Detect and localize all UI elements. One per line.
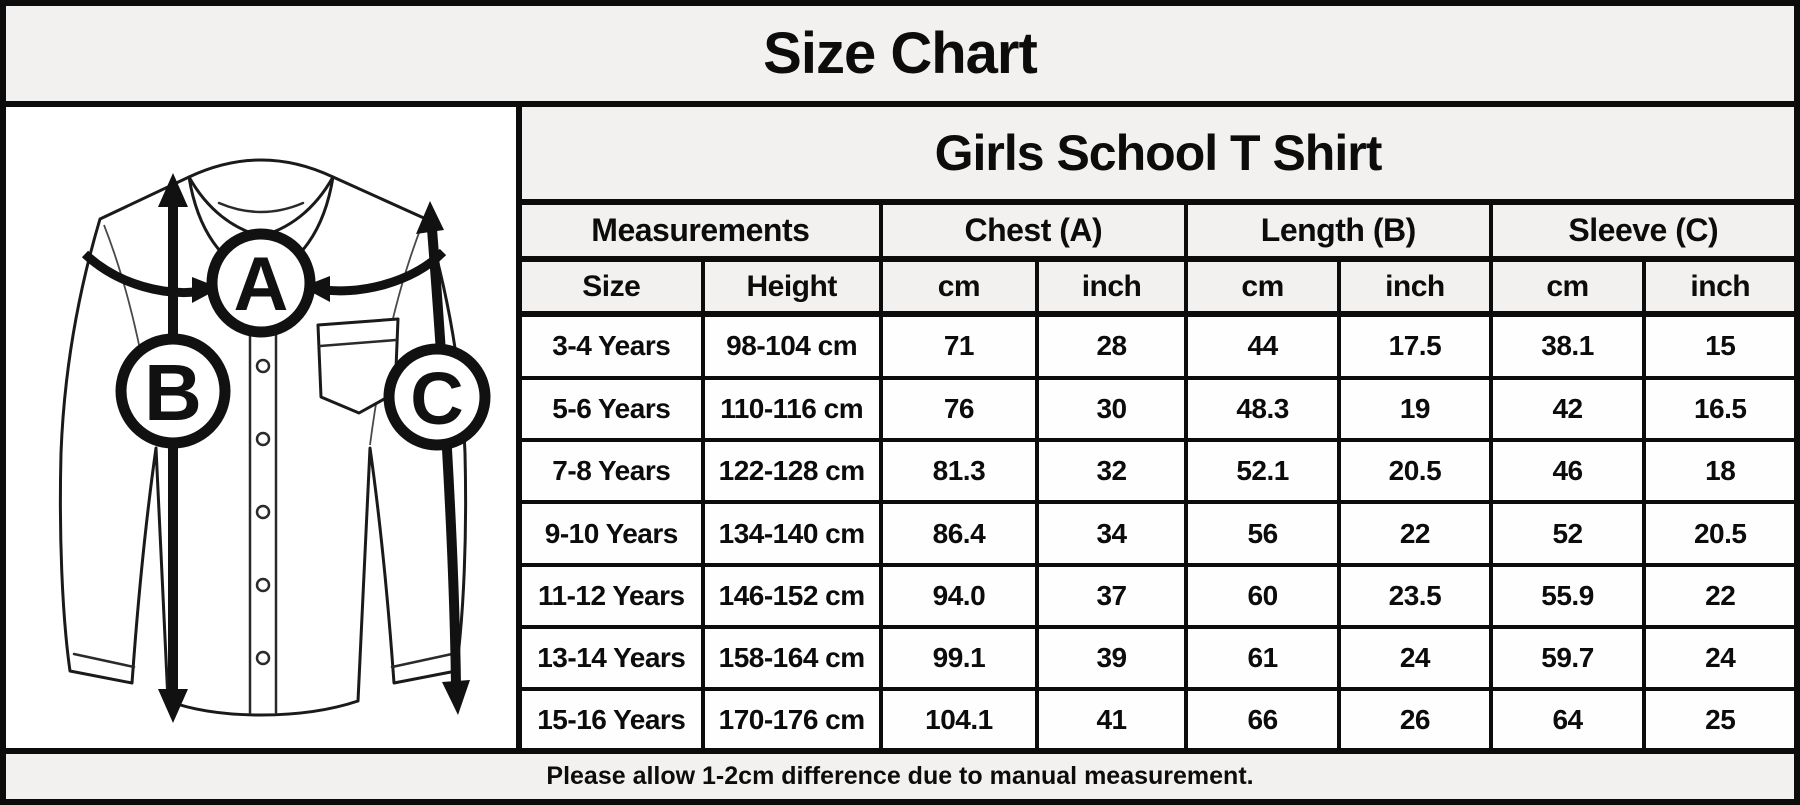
col-header-sleeve-cm: cm xyxy=(1488,257,1647,317)
group-header-chest: Chest (A) xyxy=(878,200,1188,262)
cell-value: 86.4 xyxy=(878,500,1040,567)
cell-value: 24 xyxy=(1642,624,1794,692)
cell-value: 46 xyxy=(1488,438,1647,505)
cell-size: 15-16 Years xyxy=(522,687,705,748)
marker-c-label: C xyxy=(410,357,463,440)
cell-value: 56 xyxy=(1183,500,1342,567)
length-arrow xyxy=(158,173,188,723)
cell-height: 146-152 cm xyxy=(700,562,883,629)
cell-value: 39 xyxy=(1035,624,1188,692)
chest-pocket-flap-line xyxy=(318,338,398,348)
cell-value: 81.3 xyxy=(878,438,1040,505)
col-header-length-cm: cm xyxy=(1183,257,1342,317)
cell-value: 41 xyxy=(1035,687,1188,748)
page-title: Size Chart xyxy=(6,6,1794,107)
cell-value: 60 xyxy=(1183,562,1342,629)
cell-value: 28 xyxy=(1035,312,1188,380)
cell-size: 5-6 Years xyxy=(522,375,705,443)
cell-value: 18 xyxy=(1642,438,1794,505)
cell-value: 94.0 xyxy=(878,562,1040,629)
table-row: 5-6 Years 110-116 cm 76 30 48.3 19 42 16.5 xyxy=(522,375,1794,443)
col-header-chest-inch: inch xyxy=(1035,257,1188,317)
cell-height: 110-116 cm xyxy=(700,375,883,443)
col-header-length-inch: inch xyxy=(1337,257,1493,317)
cell-value: 104.1 xyxy=(878,687,1040,748)
cell-value: 61 xyxy=(1183,624,1342,692)
cell-value: 25 xyxy=(1642,687,1794,748)
product-title: Girls School T Shirt xyxy=(522,107,1794,205)
cell-value: 52 xyxy=(1488,500,1647,567)
cell-value: 44 xyxy=(1183,312,1342,380)
marker-b-label: B xyxy=(144,348,202,437)
cell-value: 37 xyxy=(1035,562,1188,629)
cell-value: 22 xyxy=(1642,562,1794,629)
cell-value: 76 xyxy=(878,375,1040,443)
cell-size: 13-14 Years xyxy=(522,624,705,692)
measurement-note: Please allow 1-2cm difference due to man… xyxy=(6,748,1794,799)
right-cuff-line xyxy=(390,652,454,669)
cell-value: 34 xyxy=(1035,500,1188,567)
cell-height: 158-164 cm xyxy=(700,624,883,692)
neck-band xyxy=(217,201,305,214)
cell-value: 20.5 xyxy=(1642,500,1794,567)
cell-value: 24 xyxy=(1337,624,1493,692)
group-header-length: Length (B) xyxy=(1183,200,1493,262)
cell-value: 99.1 xyxy=(878,624,1040,692)
shirt-illustration-panel: A B C xyxy=(6,107,522,748)
left-cuff-line xyxy=(72,652,136,669)
cell-value: 52.1 xyxy=(1183,438,1342,505)
table-row: 3-4 Years 98-104 cm 71 28 44 17.5 38.1 15 xyxy=(522,312,1794,380)
cell-value: 23.5 xyxy=(1337,562,1493,629)
cell-size: 11-12 Years xyxy=(522,562,705,629)
marker-a: A xyxy=(206,228,316,338)
table-row: 11-12 Years 146-152 cm 94.0 37 60 23.5 55.9 22 xyxy=(522,562,1794,629)
group-header-measurements: Measurements xyxy=(522,200,883,262)
content-area: A B C xyxy=(6,107,1794,748)
marker-a-label: A xyxy=(234,242,289,327)
cell-value: 16.5 xyxy=(1642,375,1794,443)
cell-size: 9-10 Years xyxy=(522,500,705,567)
size-table-body: 3-4 Years 98-104 cm 71 28 44 17.5 38.1 15 5-6 Ye… xyxy=(522,312,1794,748)
col-header-size: Size xyxy=(522,257,705,317)
marker-b: B xyxy=(115,333,231,449)
table-row: 7-8 Years 122-128 cm 81.3 32 52.1 20.5 46 18 xyxy=(522,438,1794,505)
col-header-height: Height xyxy=(700,257,883,317)
cell-value: 59.7 xyxy=(1488,624,1647,692)
cell-height: 98-104 cm xyxy=(700,312,883,380)
table-row: 13-14 Years 158-164 cm 99.1 39 61 24 59.7 24 xyxy=(522,624,1794,692)
size-table-panel: Girls School T Shirt Measurements Chest … xyxy=(522,107,1794,748)
cell-value: 30 xyxy=(1035,375,1188,443)
size-table: Girls School T Shirt Measurements Chest … xyxy=(522,107,1794,748)
cell-value: 22 xyxy=(1337,500,1493,567)
col-header-chest-cm: cm xyxy=(878,257,1040,317)
cell-height: 122-128 cm xyxy=(700,438,883,505)
marker-c: C xyxy=(383,343,491,451)
group-header-sleeve: Sleeve (C) xyxy=(1488,200,1794,262)
cell-height: 170-176 cm xyxy=(700,687,883,748)
cell-value: 15 xyxy=(1642,312,1794,380)
cell-value: 20.5 xyxy=(1337,438,1493,505)
shirt-body xyxy=(58,158,468,717)
cell-value: 66 xyxy=(1183,687,1342,748)
col-header-sleeve-inch: inch xyxy=(1642,257,1794,317)
shirt-measurement-diagram: A B C xyxy=(58,158,491,723)
cell-value: 32 xyxy=(1035,438,1188,505)
cell-height: 134-140 cm xyxy=(700,500,883,567)
table-row: 9-10 Years 134-140 cm 86.4 34 56 22 52 20.5 xyxy=(522,500,1794,567)
cell-value: 55.9 xyxy=(1488,562,1647,629)
cell-value: 64 xyxy=(1488,687,1647,748)
cell-value: 71 xyxy=(878,312,1040,380)
cell-value: 38.1 xyxy=(1488,312,1647,380)
cell-value: 17.5 xyxy=(1337,312,1493,380)
cell-size: 7-8 Years xyxy=(522,438,705,505)
table-row: 15-16 Years 170-176 cm 104.1 41 66 26 64 25 xyxy=(522,687,1794,748)
cell-value: 48.3 xyxy=(1183,375,1342,443)
cell-size: 3-4 Years xyxy=(522,312,705,380)
cell-value: 19 xyxy=(1337,375,1493,443)
cell-value: 26 xyxy=(1337,687,1493,748)
sleeve-arrow xyxy=(416,201,470,715)
cell-value: 42 xyxy=(1488,375,1647,443)
